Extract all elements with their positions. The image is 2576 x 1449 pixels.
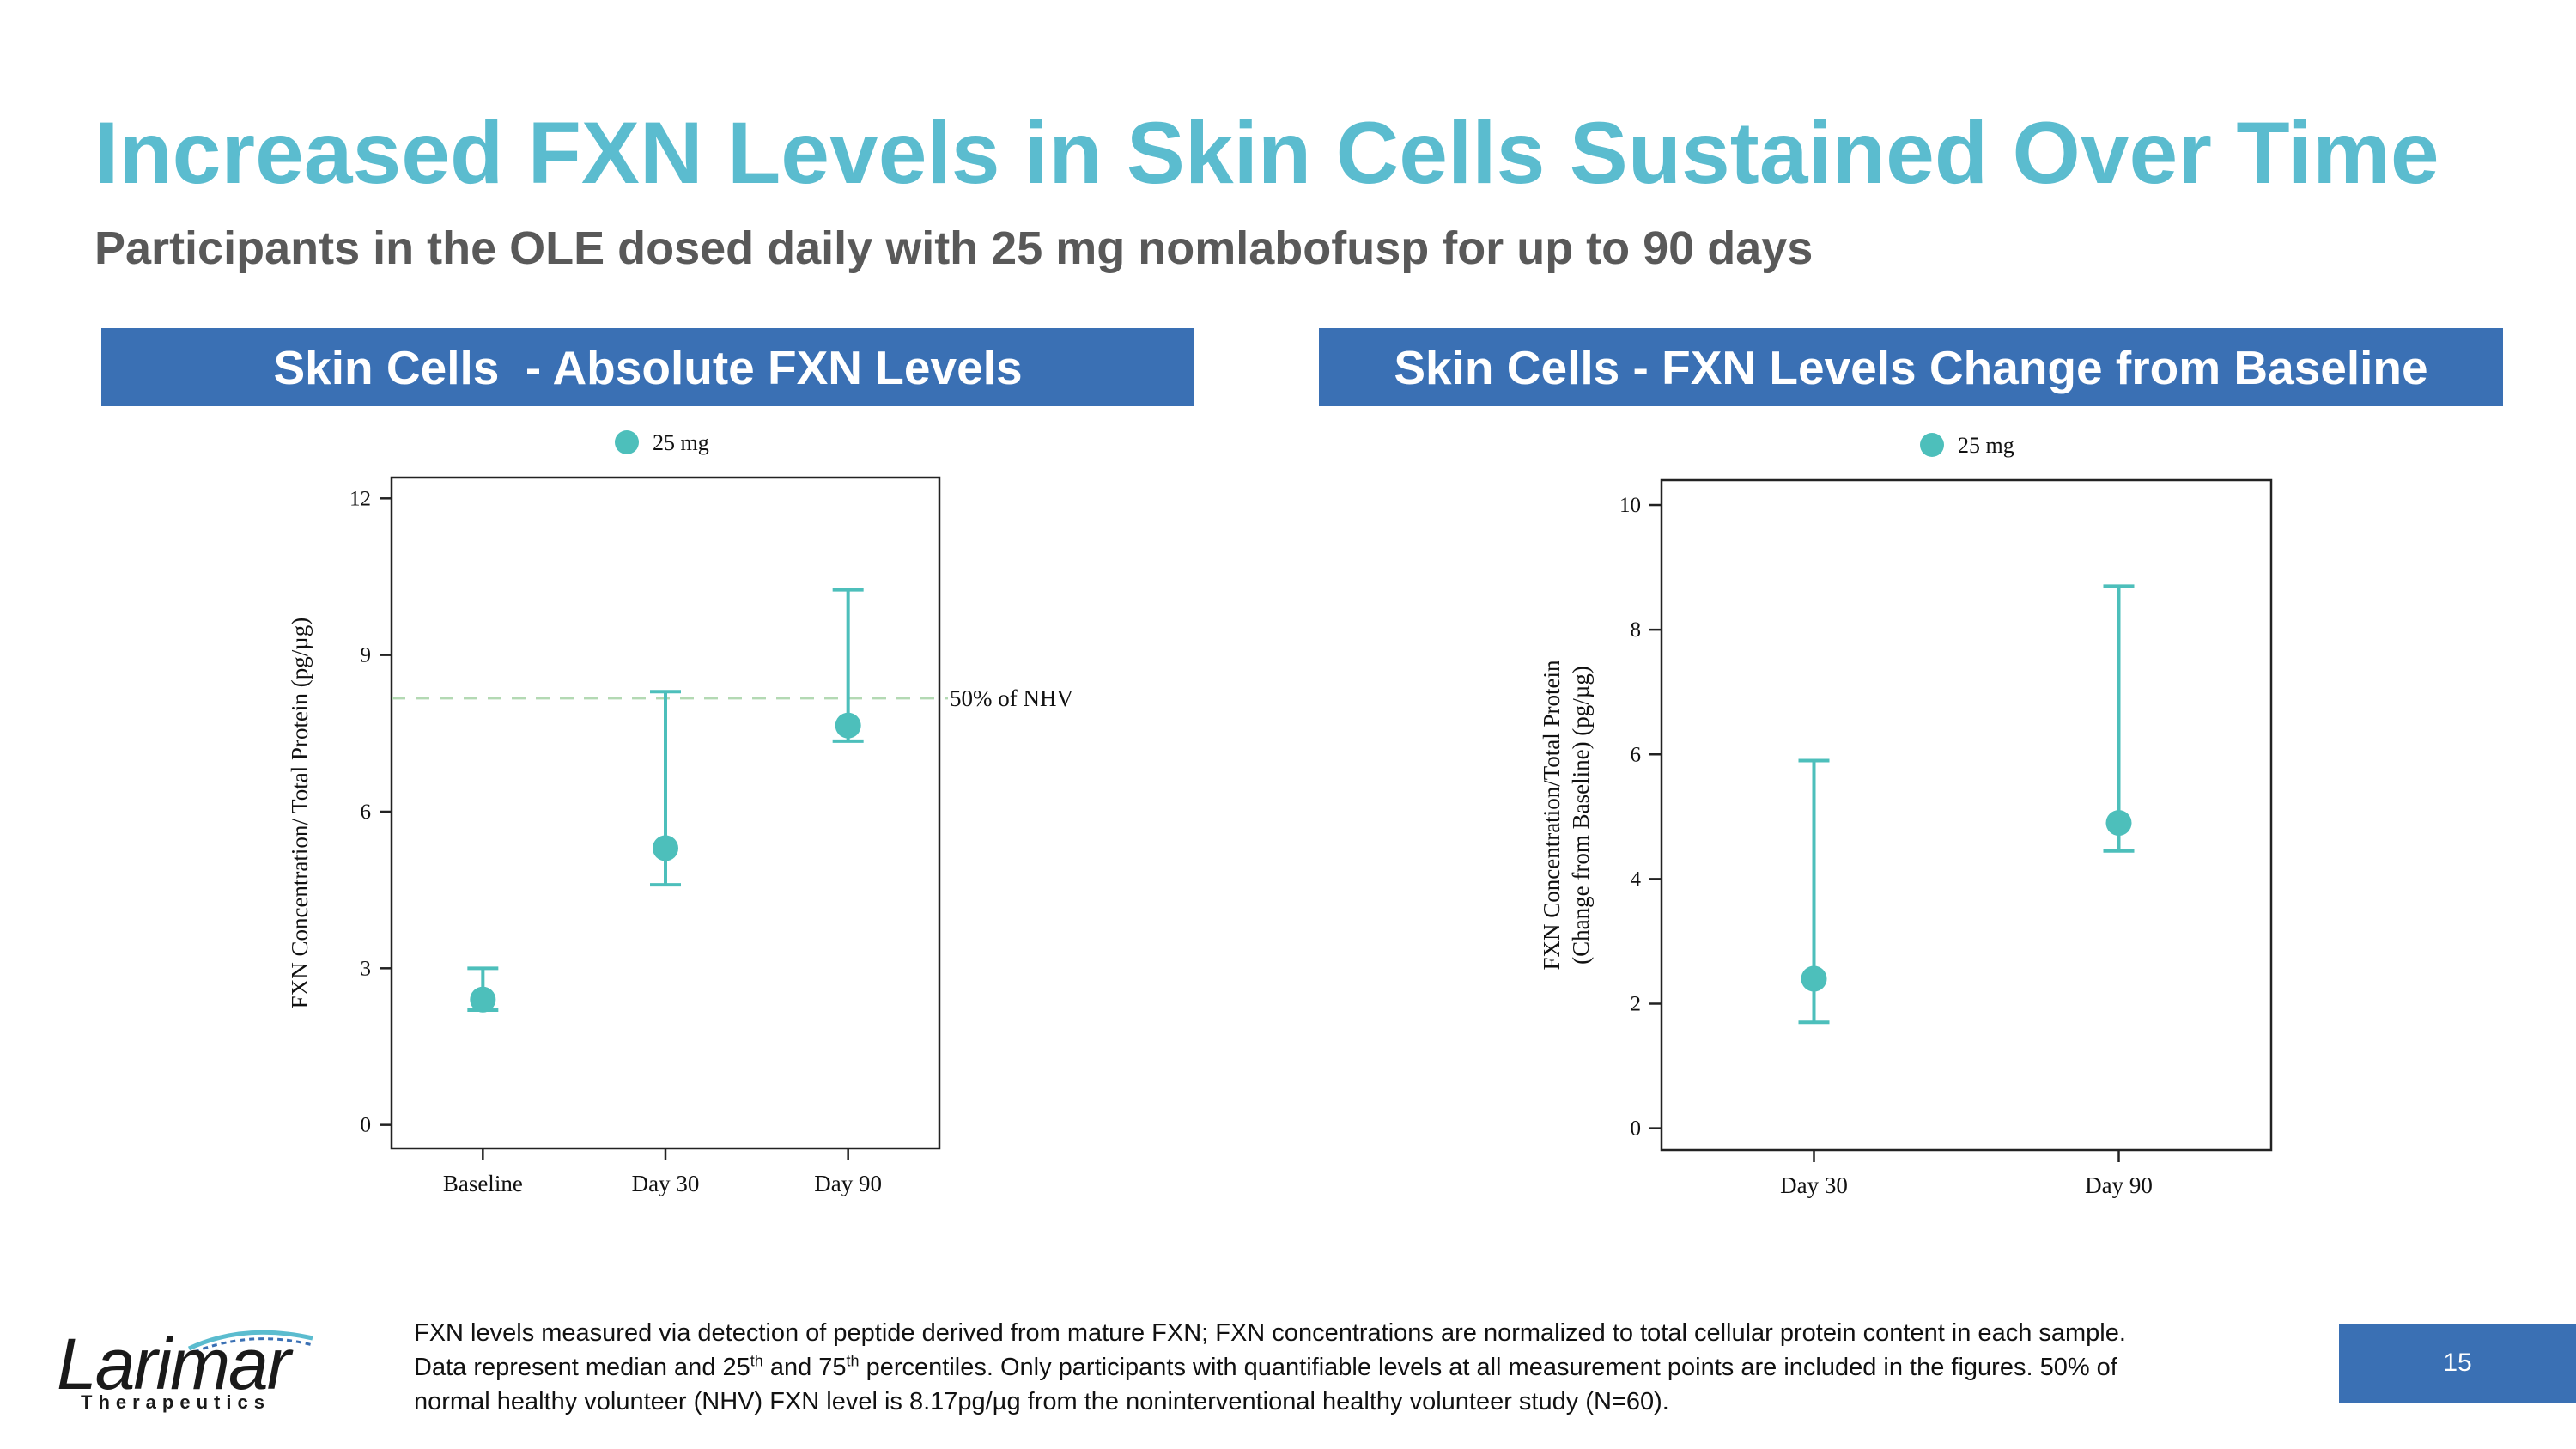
legend-marker bbox=[615, 430, 639, 454]
y-tick-label: 4 bbox=[1631, 868, 1642, 891]
y-tick-label: 0 bbox=[361, 1114, 372, 1137]
logo-helix-icon bbox=[187, 1330, 313, 1354]
median-point bbox=[470, 986, 496, 1013]
y-tick-label: 0 bbox=[1631, 1117, 1642, 1141]
footnote-line-1: FXN levels measured via detection of pep… bbox=[414, 1319, 2126, 1347]
y-tick-label: 3 bbox=[361, 957, 372, 980]
legend-marker bbox=[1920, 433, 1944, 457]
chart-change-from-baseline: 0 2 4 6 8 10 Day 30 Day 90 FXN Concentration/Tot… bbox=[1539, 433, 2273, 1198]
median-point bbox=[2105, 810, 2132, 837]
x-tick-label: Day 90 bbox=[2085, 1172, 2153, 1198]
legend-label: 25 mg bbox=[653, 430, 709, 455]
y-tick-label: 6 bbox=[1631, 743, 1642, 766]
y-axis-label: FXN Concentration/ Total Protein (pg/µg) bbox=[287, 618, 313, 1009]
logo-wordmark: Larimar bbox=[57, 1324, 291, 1404]
chart-absolute-fxn: 0 3 6 9 12 Baseline Day 30 Day 90 FXN Concentrat… bbox=[287, 430, 1073, 1196]
y-tick-label: 6 bbox=[361, 801, 372, 824]
y-axis-label-line-2: (Change from Baseline) (pg/µg) bbox=[1568, 666, 1594, 965]
reference-line-label: 50% of NHV bbox=[950, 685, 1073, 711]
y-tick-label: 9 bbox=[361, 644, 372, 667]
x-tick-label: Day 90 bbox=[814, 1171, 882, 1196]
median-point bbox=[653, 835, 678, 861]
median-point bbox=[1801, 965, 1827, 992]
legend-label: 25 mg bbox=[1958, 433, 2014, 458]
page-number: 15 bbox=[2339, 1324, 2576, 1403]
footnote: FXN levels measured via detection of pep… bbox=[414, 1316, 2286, 1419]
y-tick-label: 10 bbox=[1619, 494, 1641, 517]
y-tick-label: 8 bbox=[1631, 618, 1642, 642]
larimar-logo: Larimar Therapeutics bbox=[55, 1323, 313, 1417]
footnote-line-3: normal healthy volunteer (NHV) FXN level… bbox=[414, 1388, 1669, 1416]
slide-title: Increased FXN Levels in Skin Cells Susta… bbox=[94, 104, 2439, 202]
logo-tagline: Therapeutics bbox=[81, 1391, 270, 1413]
panel-header-change: Skin Cells - FXN Levels Change from Base… bbox=[1319, 328, 2503, 406]
x-tick-label: Day 30 bbox=[632, 1171, 700, 1196]
x-tick-label: Baseline bbox=[443, 1171, 523, 1196]
x-tick-label: Day 30 bbox=[1780, 1172, 1848, 1198]
slide-subtitle: Participants in the OLE dosed daily with… bbox=[94, 222, 1814, 274]
y-tick-label: 2 bbox=[1631, 992, 1642, 1015]
median-point bbox=[835, 712, 861, 739]
y-tick-label: 12 bbox=[349, 487, 371, 510]
plot-frame bbox=[1660, 478, 2273, 1152]
panel-header-absolute: Skin Cells - Absolute FXN Levels bbox=[101, 328, 1194, 406]
y-axis-label: FXN Concentration/Total Protein bbox=[1539, 660, 1564, 971]
footnote-line-2: Data represent median and 25th and 75th … bbox=[414, 1352, 2117, 1381]
